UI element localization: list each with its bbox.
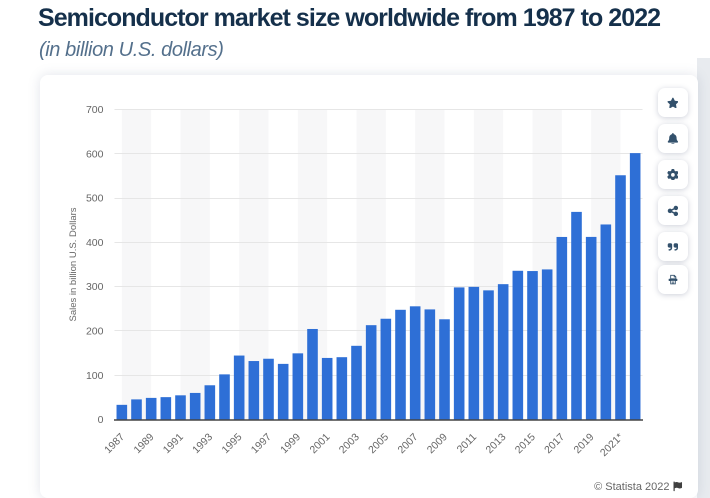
svg-text:1989: 1989	[131, 431, 156, 456]
svg-text:2003: 2003	[337, 431, 362, 456]
svg-text:2021*: 2021*	[598, 431, 626, 459]
svg-text:300: 300	[86, 281, 104, 293]
svg-text:1999: 1999	[278, 431, 303, 456]
svg-text:2015: 2015	[513, 431, 538, 456]
svg-text:0: 0	[98, 414, 104, 426]
svg-text:200: 200	[86, 326, 104, 338]
svg-text:1993: 1993	[190, 431, 215, 456]
svg-text:2007: 2007	[395, 431, 420, 456]
svg-text:2009: 2009	[425, 431, 450, 456]
svg-text:© Statista 2022: © Statista 2022	[594, 481, 669, 493]
svg-text:400: 400	[86, 237, 104, 249]
svg-text:500: 500	[86, 193, 104, 205]
svg-text:100: 100	[86, 370, 104, 382]
svg-text:2017: 2017	[542, 431, 567, 456]
svg-text:2005: 2005	[366, 431, 391, 456]
svg-text:1991: 1991	[161, 431, 186, 456]
svg-text:2019: 2019	[571, 431, 596, 456]
svg-text:2011: 2011	[455, 431, 480, 456]
svg-text:600: 600	[86, 148, 104, 160]
svg-text:1987: 1987	[102, 431, 127, 456]
svg-text:Sales in billion U.S. Dollars: Sales in billion U.S. Dollars	[68, 207, 79, 321]
svg-text:1995: 1995	[219, 431, 244, 456]
svg-text:2001: 2001	[307, 431, 332, 456]
svg-text:1997: 1997	[249, 431, 274, 456]
svg-text:2013: 2013	[483, 431, 508, 456]
svg-text:700: 700	[86, 104, 104, 116]
